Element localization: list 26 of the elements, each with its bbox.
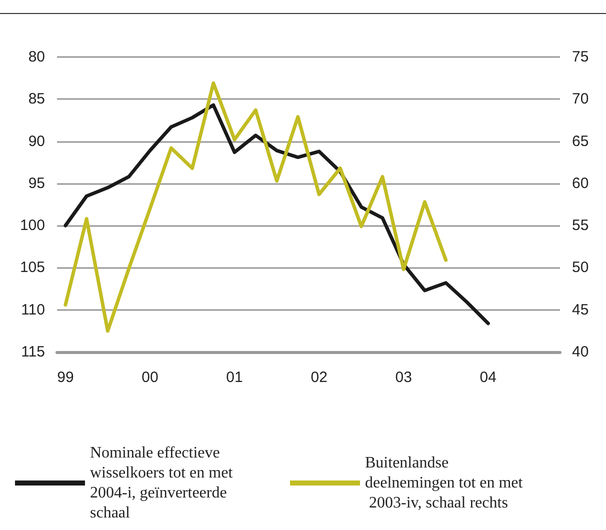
y-tick-label: 80	[28, 48, 45, 66]
y2-tick-label: 70	[572, 90, 589, 108]
x-tick-label: 01	[226, 369, 243, 386]
y-tick-label: 85	[28, 90, 45, 108]
legend-label: Buitenlandse deelnemingen tot en met 2003-iv, schaal rechts	[365, 454, 524, 512]
y-tick-label: 100	[20, 217, 45, 234]
x-tick-label: 02	[310, 369, 328, 386]
y-tick-label: 115	[21, 344, 45, 360]
legend-label: Nominale effectieve wisselkoers tot en met 2004-i, geïnverteerde schaal	[90, 444, 237, 522]
y2-tick-label: 45	[572, 301, 589, 318]
x-tick-label: 99	[57, 369, 74, 386]
x-tick-label: 04	[480, 369, 496, 386]
y2-tick-label: 55	[572, 217, 589, 234]
line-series	[64, 81, 448, 333]
x-tick-label: 00	[142, 369, 158, 386]
y-tick-label: 105	[20, 259, 45, 276]
y-tick-label: 90	[28, 132, 45, 150]
y2-tick-label: 65	[572, 132, 589, 150]
x-tick-label: 03	[395, 369, 412, 386]
y-tick-label: 95	[28, 174, 45, 192]
y-tick-label: 110	[21, 301, 45, 318]
y2-tick-label: 75	[572, 48, 589, 66]
y2-tick-label: 50	[572, 259, 589, 276]
y2-tick-label: 40	[572, 344, 589, 360]
y2-tick-label: 60	[572, 174, 589, 192]
line-series	[64, 103, 490, 326]
